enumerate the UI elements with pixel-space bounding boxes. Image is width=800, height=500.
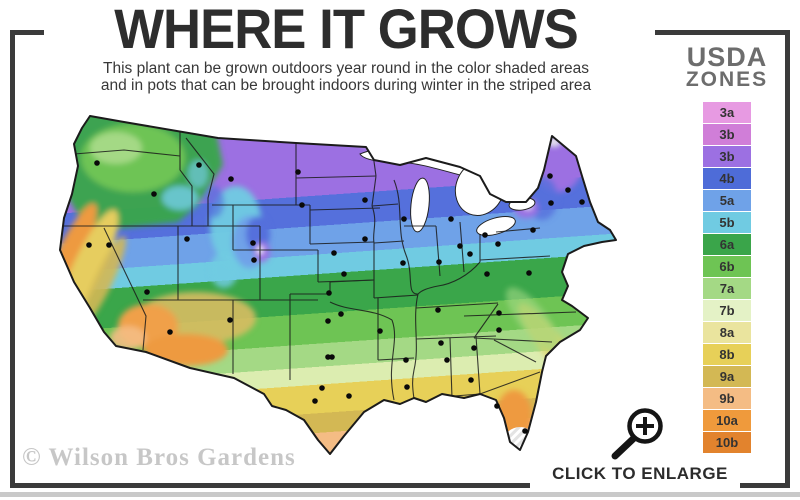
legend-zone-8b: 8b xyxy=(703,344,751,365)
legend-zone-9b: 9b xyxy=(703,388,751,409)
click-to-enlarge-label[interactable]: CLICK TO ENLARGE xyxy=(552,464,728,483)
legend-zone-10b: 10b xyxy=(703,432,751,453)
frame-bottom-left xyxy=(10,483,530,488)
subtitle-line-1: This plant can be grown outdoors year ro… xyxy=(103,60,589,77)
us-outline xyxy=(59,115,617,455)
legend-zone-4b: 4b xyxy=(703,168,751,189)
frame-shadow xyxy=(0,492,800,497)
frame-top-right xyxy=(655,30,790,35)
legend-zone-6a: 6a xyxy=(703,234,751,255)
frame-right xyxy=(785,30,790,488)
legend-zone-6b: 6b xyxy=(703,256,751,277)
legend-zone-5a: 5a xyxy=(703,190,751,211)
frame-bottom-right xyxy=(740,483,790,488)
zone-shading xyxy=(60,116,616,454)
legend-title-usda: USDA xyxy=(686,42,768,72)
usda-zone-map[interactable] xyxy=(28,110,668,466)
legend-zone-9a: 9a xyxy=(703,366,751,387)
legend-zone-3b: 3b xyxy=(703,146,751,167)
subtitle-line-2: and in pots that can be brought indoors … xyxy=(100,77,592,94)
usda-zones-legend: USDA ZONES 3a 3b 3b 4b 5a 5b 6a 6b 7a 7b 8a 8b 9a 9b 1… xyxy=(662,44,792,454)
legend-zone-7a: 7a xyxy=(703,278,751,299)
page-title: WHERE IT GROWS xyxy=(114,0,578,60)
legend-title-zones: ZONES xyxy=(685,68,769,91)
legend-zone-8a: 8a xyxy=(703,322,751,343)
legend-zone-7b: 7b xyxy=(703,300,751,321)
magnifier-plus-icon[interactable] xyxy=(605,404,667,462)
watermark: © Wilson Bros Gardens xyxy=(22,444,296,471)
subtitle: This plant can be grown outdoors year ro… xyxy=(48,60,644,94)
legend-zone-10a: 10a xyxy=(703,410,751,431)
frame-top-left xyxy=(10,30,44,35)
legend-zone-3b: 3b xyxy=(703,124,751,145)
legend-zone-list: 3a 3b 3b 4b 5a 5b 6a 6b 7a 7b 8a 8b 9a 9b 10a 10b xyxy=(662,102,792,453)
frame-left xyxy=(10,30,15,488)
legend-zone-3a: 3a xyxy=(703,102,751,123)
us-map-graphic xyxy=(59,115,617,455)
city-marker-dots xyxy=(86,160,585,434)
legend-zone-5b: 5b xyxy=(703,212,751,233)
